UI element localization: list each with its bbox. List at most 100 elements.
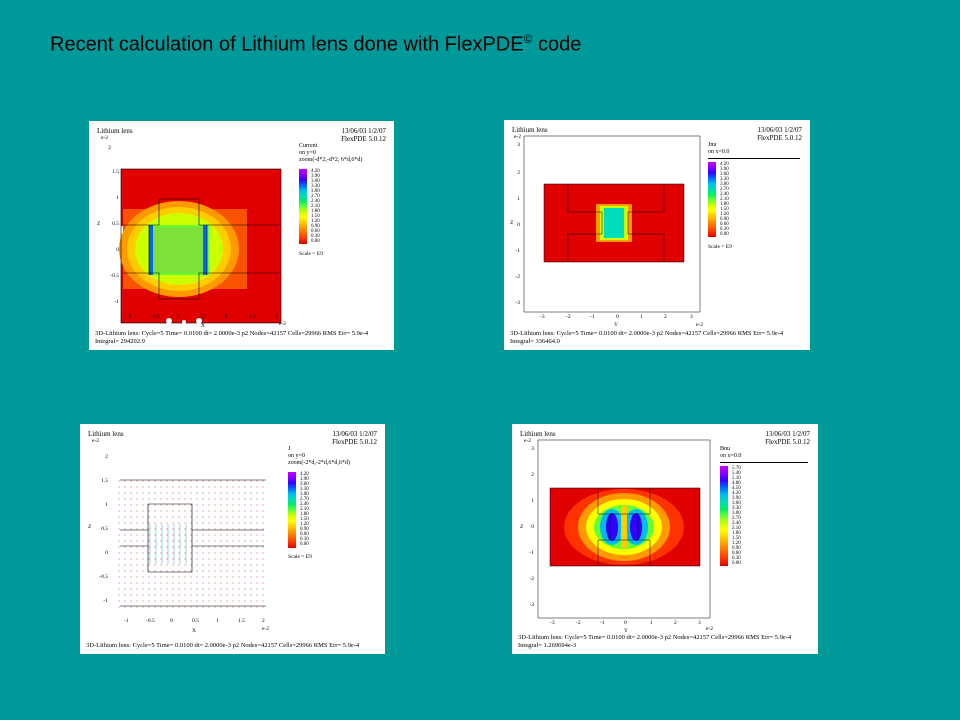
panel-header-left: Lithium lens: [97, 127, 133, 135]
x-tick: 0: [616, 314, 619, 320]
plot-panel-j-vectors: Lithium lens 13/06/03 1/2/07 FlexPDE 5.0.…: [80, 424, 385, 654]
x-axis-label: X: [192, 628, 196, 634]
legend-value: 2.40: [300, 502, 309, 507]
x-axis-label: Y: [614, 322, 618, 328]
contour-plot-current: 2 1.5 1 0.5 0 -0.5 -1 -1 -0.5 0 0.5 1 1.…: [97, 135, 286, 329]
legend-value: 2.10: [311, 204, 320, 209]
legend-value: 0.00: [300, 542, 309, 547]
legend: Bnu on x=0.0 5.70 5.40 5.10 4.80 4.50 4.20 3.9…: [720, 446, 814, 571]
x-tick: -1: [590, 314, 595, 320]
legend-value: 3.90: [311, 174, 320, 179]
legend-value: 3.60: [732, 501, 741, 506]
legend-value: 1.50: [300, 517, 309, 522]
x-tick: 0: [170, 618, 173, 624]
x-tick: 1: [650, 620, 653, 626]
legend-value: 1.80: [311, 209, 320, 214]
y-tick: -3: [529, 602, 534, 608]
panel-footer: 3D-Lithium lens: Cycle=5 Time= 0.0100 dt…: [510, 330, 783, 346]
y-tick: 0.5: [112, 221, 119, 227]
legend-value: 1.50: [720, 207, 729, 212]
plot-panel-jnu: Lithium lens 13/06/03 1/2/07 FlexPDE 5.0.…: [504, 120, 810, 350]
y-tick: 1: [116, 195, 119, 201]
x-axis-label: Y: [624, 628, 628, 634]
x-tick: -3: [540, 314, 545, 320]
legend-value: 3.30: [300, 487, 309, 492]
legend-value: 3.00: [311, 189, 320, 194]
x-tick: 3: [690, 314, 693, 320]
y-tick: 0: [105, 550, 108, 556]
footer-stats: 3D-Lithium lens: Cycle=5 Time= 0.0100 dt…: [95, 330, 369, 337]
y-tick: 1: [105, 502, 108, 508]
footer-stats: 3D-Lithium lens: Cycle=5 Time= 0.0100 dt…: [86, 642, 360, 649]
exp-label: e-2: [514, 134, 521, 140]
panel-header-left: Lithium lens: [512, 126, 548, 134]
y-tick: 0.5: [101, 526, 108, 532]
y-axis-label: Z: [97, 221, 101, 227]
y-tick: 2: [105, 454, 108, 460]
x-tick: -2: [566, 314, 571, 320]
x-tick: 1: [640, 314, 643, 320]
legend-subtitle: on y=0: [288, 453, 305, 459]
y-tick: 2: [531, 472, 534, 478]
y-tick: 0: [517, 222, 520, 228]
legend-value: 1.20: [732, 541, 741, 546]
legend-value: 1.20: [720, 212, 729, 217]
x-tick: 2: [275, 314, 278, 320]
legend-value: 4.20: [720, 162, 729, 167]
legend-value: 3.60: [720, 172, 729, 177]
legend-values: 4.20 3.90 3.60 3.30 3.00 2.70 2.40 2.10 1.80 1.50…: [311, 169, 320, 244]
x-tick: 0: [177, 314, 180, 320]
footer-stats: 3D-Lithium lens: Cycle=5 Time= 0.0100 dt…: [510, 330, 784, 337]
legend-value: 2.10: [732, 526, 741, 531]
legend-value: 4.80: [732, 481, 741, 486]
plot-panel-current: Lithium lens 13/06/03 1/2/07 FlexPDE 5.0.…: [89, 121, 394, 350]
exp-label: e-2: [101, 135, 108, 141]
panel-header-right: 13/06/03 1/2/07 FlexPDE 5.0.12: [341, 127, 386, 143]
exp-label-x: e-2: [696, 322, 703, 328]
legend-value: 3.90: [732, 496, 741, 501]
color-bar: [299, 169, 307, 244]
legend-value: 2.40: [732, 521, 741, 526]
legend-value: 1.50: [732, 536, 741, 541]
y-axis-label: Z: [520, 524, 524, 530]
legend: Current on y=0 zoom(-d*2,-d*2, 6*d,6*d) …: [299, 143, 389, 263]
legend-value: 3.30: [311, 184, 320, 189]
legend-value: 0.60: [732, 551, 741, 556]
panel-date: 13/06/03 1/2/07: [757, 126, 802, 134]
panel-header-left: Lithium lens: [88, 430, 124, 438]
copyright-mark: ©: [523, 32, 533, 46]
exp-label: e-2: [92, 438, 99, 444]
color-bar: [288, 472, 296, 548]
legend-scale: Scale = E9: [708, 244, 732, 250]
panel-header-right: 13/06/03 1/2/07 FlexPDE 5.0.12: [757, 126, 802, 142]
legend-value: 3.30: [720, 177, 729, 182]
legend-value: 4.20: [300, 472, 309, 477]
legend-value: 0.00: [732, 561, 741, 566]
legend-value: 2.10: [300, 507, 309, 512]
x-tick: -3: [550, 620, 555, 626]
legend-value: 2.70: [311, 194, 320, 199]
footer-integral: Integral= 294202.9: [95, 338, 145, 345]
panel-header-left: Lithium lens: [520, 430, 556, 438]
panel-version: FlexPDE 5.0.12: [765, 438, 810, 446]
y-tick: -1: [515, 248, 520, 254]
legend-value: 0.30: [720, 227, 729, 232]
legend-subtitle: on x=0.0: [708, 149, 730, 155]
footer-stats: 3D-Lithium lens: Cycle=5 Time= 0.0100 dt…: [518, 634, 792, 641]
legend-value: 0.60: [720, 222, 729, 227]
x-tick: 1: [216, 618, 219, 624]
legend-value: 1.50: [311, 214, 320, 219]
y-tick: 1: [531, 498, 534, 504]
x-tick: 1.5: [249, 314, 256, 320]
legend-value: 0.90: [300, 527, 309, 532]
y-tick: -2: [529, 576, 534, 582]
x-tick: 2: [262, 618, 265, 624]
legend-scale: Scale = E9: [299, 251, 323, 257]
legend-value: 5.10: [732, 476, 741, 481]
y-tick: 2: [108, 145, 111, 151]
legend-value: 0.00: [720, 232, 729, 237]
legend-value: 0.90: [720, 217, 729, 222]
legend-value: 3.00: [720, 182, 729, 187]
legend-title: Bnu: [720, 446, 731, 452]
y-tick: -0.5: [110, 273, 119, 279]
